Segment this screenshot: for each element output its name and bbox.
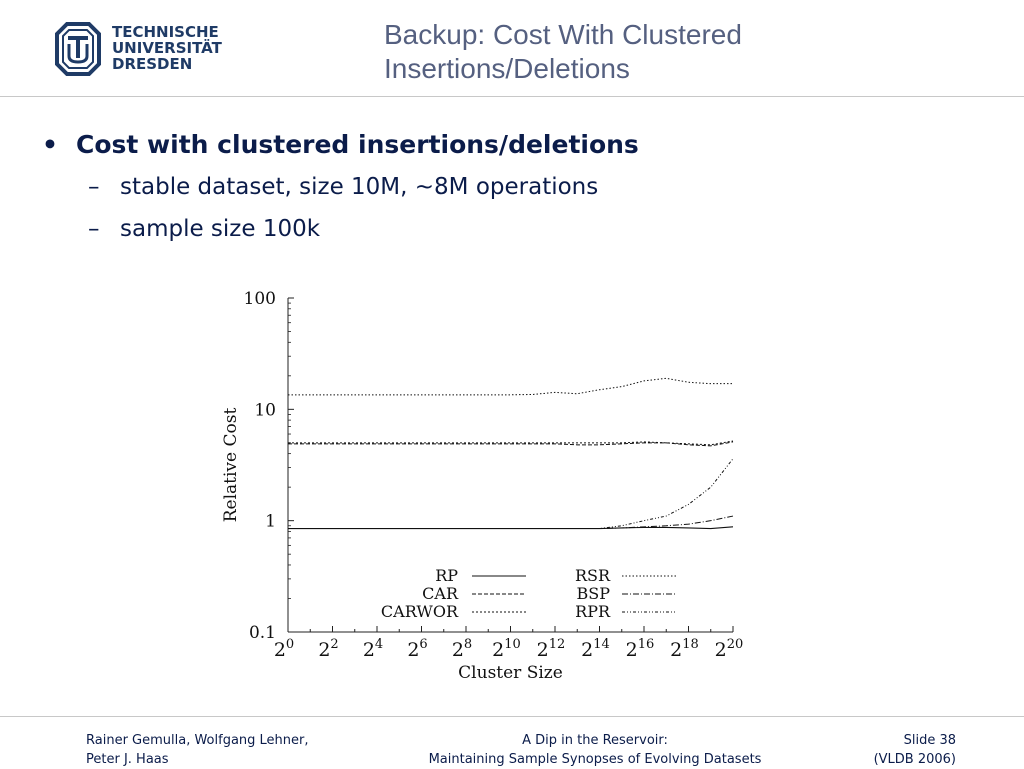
- footer-paper-title-line-2: Maintaining Sample Synopses of Evolving …: [428, 752, 762, 767]
- x-tick-label: 22: [318, 637, 338, 661]
- slide-number: Slide 38: [903, 733, 956, 748]
- x-tick-label: 20: [274, 637, 294, 661]
- y-tick-label: 1: [265, 512, 276, 532]
- y-tick-label: 0.1: [249, 623, 276, 643]
- footer-paper-title: A Dip in the Reservoir: Maintaining Samp…: [390, 731, 800, 769]
- logo-line-3: DRESDEN: [112, 55, 193, 73]
- y-tick-label: 100: [244, 289, 276, 309]
- slide-title-line-1: Backup: Cost With Clustered: [384, 19, 742, 50]
- footer-authors: Rainer Gemulla, Wolfgang Lehner, Peter J…: [86, 731, 309, 769]
- series-line-car: [288, 441, 734, 447]
- x-tick-label: 210: [492, 637, 521, 661]
- bullet-text: Cost with clustered insertions/deletions: [76, 130, 639, 159]
- x-tick-label: 212: [537, 637, 566, 661]
- slide-title-line-2: Insertions/Deletions: [384, 53, 630, 84]
- logo-line-2: UNIVERSITÄT: [112, 39, 222, 57]
- bullet-marker: •: [42, 130, 58, 159]
- legend-label: CAR: [422, 584, 459, 603]
- relative-cost-chart: 100 10 1 0.120 22 24 26 28 210 212 214 216 218 220 Clu…: [221, 289, 744, 683]
- header-divider: [0, 96, 1024, 97]
- logo-wordmark: TECHNISCHE UNIVERSITÄT DRESDEN: [112, 24, 222, 72]
- sub-item-text: sample size 100k: [120, 216, 321, 242]
- x-tick-label: 28: [452, 637, 472, 661]
- slide-title: Backup: Cost With Clustered Insertions/D…: [384, 18, 944, 86]
- y-tick-label: 10: [254, 400, 276, 420]
- y-axis-title: Relative Cost: [221, 408, 241, 523]
- legend-label: RSR: [575, 566, 611, 585]
- series-line-bsp: [288, 515, 734, 530]
- legend-label: CARWOR: [381, 602, 459, 621]
- series-line-rpr: [288, 458, 734, 530]
- legend-label: RPR: [575, 602, 611, 621]
- tu-dresden-emblem-icon: [55, 22, 101, 76]
- series-line-rsr: [288, 377, 733, 396]
- footer-authors-line-1: Rainer Gemulla, Wolfgang Lehner,: [86, 733, 309, 748]
- sub-item-marker: –: [88, 174, 100, 200]
- x-tick-label: 220: [715, 637, 744, 661]
- x-tick-label: 24: [363, 637, 383, 661]
- footer-slide-info: Slide 38 (VLDB 2006): [820, 731, 956, 769]
- conference-label: (VLDB 2006): [873, 752, 956, 767]
- logo-line-1: TECHNISCHE: [112, 23, 219, 41]
- footer-divider: [0, 716, 1024, 717]
- x-tick-label: 216: [626, 637, 655, 661]
- footer-paper-title-line-1: A Dip in the Reservoir:: [522, 733, 668, 748]
- x-tick-label: 218: [670, 637, 699, 661]
- legend-label: BSP: [577, 584, 611, 603]
- tu-dresden-logo: [55, 22, 101, 76]
- sub-item-text: stable dataset, size 10M, ~8M operations: [120, 174, 599, 200]
- x-tick-label: 26: [407, 637, 427, 661]
- sub-item-marker: –: [88, 216, 100, 242]
- legend-label: RP: [435, 566, 458, 585]
- x-axis-title: Cluster Size: [458, 663, 563, 683]
- x-tick-label: 214: [581, 637, 610, 661]
- footer-authors-line-2: Peter J. Haas: [86, 752, 169, 767]
